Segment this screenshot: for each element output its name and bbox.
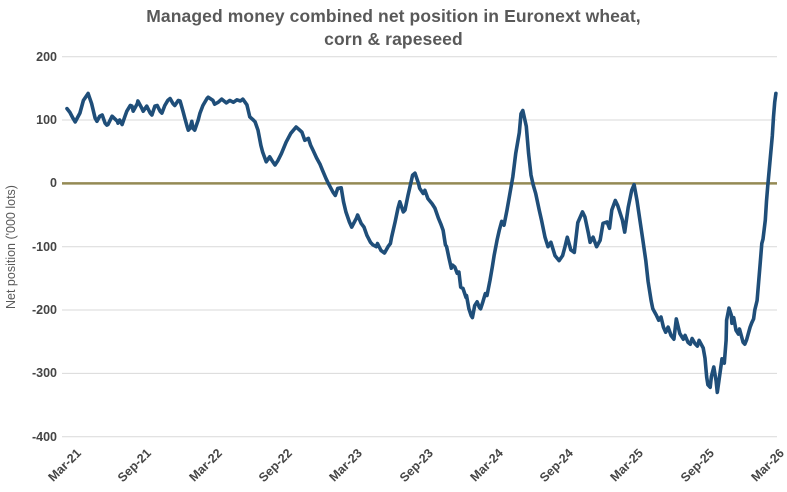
net-position-series-line (65, 91, 778, 395)
chart-title: Managed money combined net position in E… (0, 5, 787, 51)
y-tick-label: -200 (31, 303, 57, 318)
chart-title-line1: Managed money combined net position in E… (146, 6, 641, 26)
y-tick-label: -400 (31, 429, 57, 444)
y-tick-label: -100 (31, 239, 57, 254)
y-tick-label: -300 (31, 366, 57, 381)
y-tick-label: 200 (36, 49, 57, 64)
y-tick-label: 0 (50, 176, 57, 191)
y-tick-label: 100 (36, 113, 57, 128)
chart-title-line2: corn & rapeseed (324, 29, 463, 49)
